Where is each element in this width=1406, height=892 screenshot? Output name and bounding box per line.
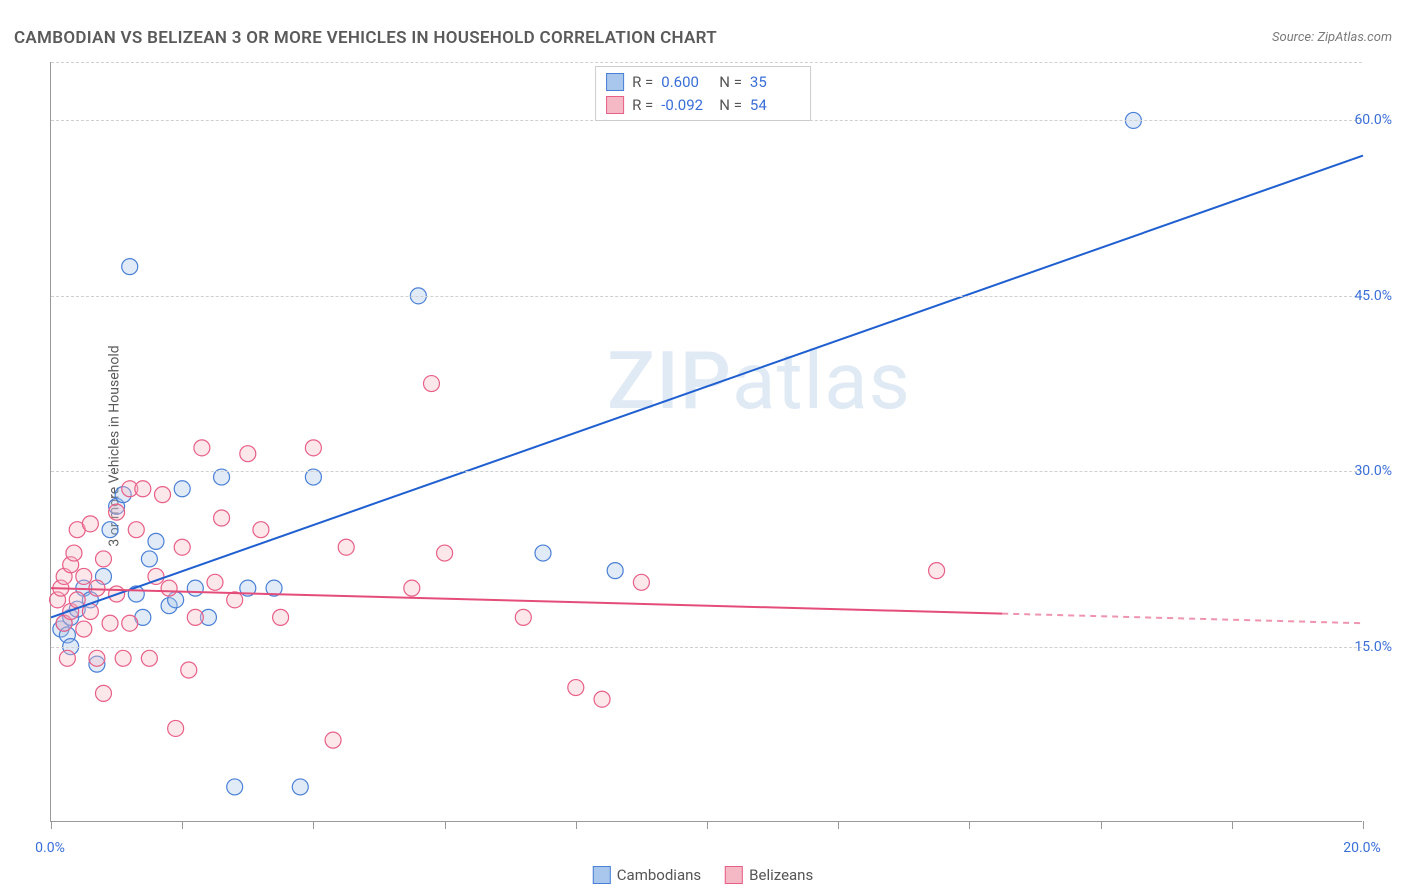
gridline	[51, 296, 1362, 297]
gridline	[51, 647, 1362, 648]
swatch-belizeans	[725, 866, 743, 884]
swatch-cambodians	[593, 866, 611, 884]
x-tick-label: 0.0%	[35, 840, 65, 856]
x-tick	[182, 821, 183, 829]
x-tick-label: 20.0%	[1343, 840, 1381, 856]
series-label-cambodians: Cambodians	[617, 866, 701, 884]
n-value-cambodians: 35	[750, 71, 800, 94]
plot-area: ZIPatlas	[50, 62, 1362, 822]
legend-item-belizeans: Belizeans	[725, 866, 813, 884]
x-tick	[838, 821, 839, 829]
x-tick	[51, 821, 52, 829]
x-tick	[445, 821, 446, 829]
y-tick-label: 60.0%	[1354, 112, 1392, 128]
r-label: R =	[632, 94, 653, 117]
n-label: N =	[719, 71, 742, 94]
r-value-belizeans: -0.092	[661, 94, 711, 117]
x-tick	[707, 821, 708, 829]
y-tick-label: 30.0%	[1354, 463, 1392, 479]
gridline	[51, 62, 1362, 63]
r-label: R =	[632, 71, 653, 94]
chart-canvas	[51, 62, 1362, 821]
x-tick	[969, 821, 970, 829]
y-tick-label: 45.0%	[1354, 288, 1392, 304]
legend-item-cambodians: Cambodians	[593, 866, 701, 884]
series-legend: Cambodians Belizeans	[593, 866, 813, 884]
source-attribution: Source: ZipAtlas.com	[1272, 30, 1392, 45]
n-value-belizeans: 54	[750, 94, 800, 117]
y-tick-label: 15.0%	[1354, 639, 1392, 655]
r-value-cambodians: 0.600	[661, 71, 711, 94]
correlation-legend: R = 0.600 N = 35 R = -0.092 N = 54	[595, 66, 811, 121]
swatch-cambodians	[606, 73, 624, 91]
chart-title: CAMBODIAN VS BELIZEAN 3 OR MORE VEHICLES…	[14, 28, 717, 48]
x-tick	[1363, 821, 1364, 829]
x-tick	[313, 821, 314, 829]
x-tick	[1232, 821, 1233, 829]
n-label: N =	[719, 94, 742, 117]
x-tick	[1101, 821, 1102, 829]
swatch-belizeans	[606, 96, 624, 114]
legend-row-belizeans: R = -0.092 N = 54	[606, 94, 800, 117]
source-value: ZipAtlas.com	[1317, 30, 1392, 45]
x-tick	[576, 821, 577, 829]
legend-row-cambodians: R = 0.600 N = 35	[606, 71, 800, 94]
series-label-belizeans: Belizeans	[749, 866, 813, 884]
gridline	[51, 471, 1362, 472]
source-label: Source:	[1272, 30, 1314, 45]
